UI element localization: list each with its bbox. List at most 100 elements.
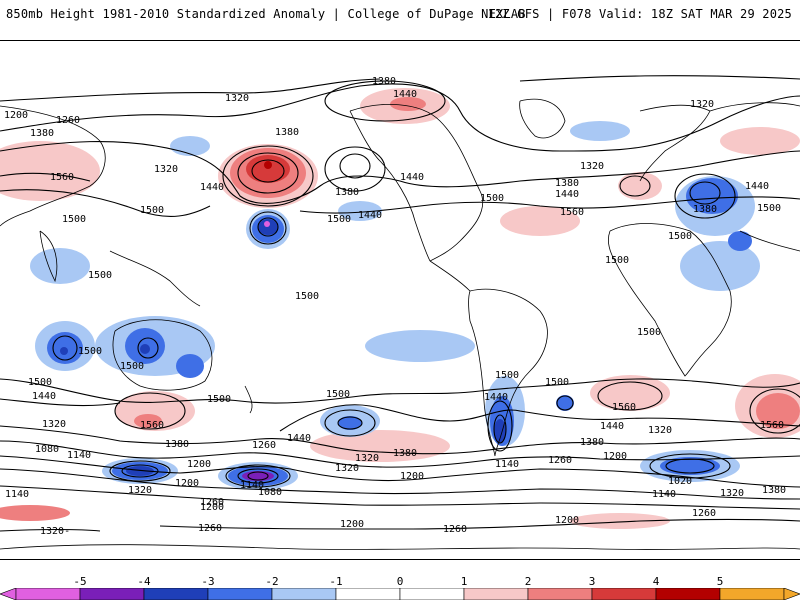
anomaly-pos-far-south-east-core (756, 393, 800, 429)
coast-antarctica (0, 544, 800, 550)
colorbar-tick-label: -4 (137, 575, 151, 588)
contour-label: 1320 (690, 99, 714, 110)
coast-north-america-west (349, 110, 431, 262)
colorbar-segment (591, 588, 657, 600)
anomaly-pos-atlantic (500, 206, 580, 236)
map-svg: 1380 1440 1320 1200 1260 1380 1380 1320 … (0, 75, 800, 550)
contour-label: 1500 (668, 231, 692, 242)
colorbar-tick-label: 0 (396, 575, 404, 588)
contour-ring-npac-2 (237, 152, 299, 194)
contour-ring-asia-2 (689, 181, 721, 205)
contour-label: 1500 (140, 205, 164, 216)
contour-label: 1500 (757, 203, 781, 214)
contour-label: 1440 (358, 210, 382, 221)
contour-label: 1140 (240, 480, 264, 491)
colorbar-segment (335, 588, 401, 600)
contour-1320-south (0, 440, 800, 468)
contour-ring-s-east-high (749, 388, 800, 434)
contour-ring-arctic (324, 80, 446, 122)
colorbar-tick-label: -1 (329, 575, 343, 588)
contour-label: 1200 (175, 478, 199, 489)
contour-label: 1320 (720, 488, 744, 499)
contour-ring-sam-low (487, 400, 513, 452)
coast-central-america (429, 260, 471, 292)
contour-1380-south (0, 425, 800, 455)
contour-label: 1260 (56, 115, 80, 126)
contour-label: 1500 (637, 327, 661, 338)
colorbar-arrow-low (0, 588, 17, 600)
anomaly-neg-pacific-low-3 (258, 219, 278, 235)
coastlines (0, 98, 800, 550)
contour-label: 1500 (545, 377, 569, 388)
colorbar-segment (463, 588, 529, 600)
anomaly-neg-australia-east (176, 354, 204, 378)
colorbar-tick-label: -5 (73, 575, 87, 588)
contour-label: 1560 (140, 420, 164, 431)
colorbar-arrow-high (783, 588, 800, 600)
anomaly-pos-south-bottom-left (0, 505, 70, 521)
contour-ring-s-atl-low (556, 395, 574, 411)
contour-label: 1320 (580, 161, 604, 172)
contour-ring-npac-1 (222, 145, 314, 207)
anomaly-shading (0, 88, 800, 529)
contour-label: 1320 (335, 463, 359, 474)
contour-label: 1320 (42, 419, 66, 430)
contour-label: 1260 (443, 524, 467, 535)
colorbar-tick-label: 3 (588, 575, 596, 588)
colorbar-tick-label: -2 (265, 575, 279, 588)
colorbar (0, 588, 800, 600)
anomaly-neg-southern-1-peak (126, 466, 154, 476)
coast-africa (608, 223, 732, 377)
contour-label: 1560 (612, 402, 636, 413)
contour-label: 1500 (495, 370, 519, 381)
contour-label: 1380 (762, 485, 786, 496)
contour-label: 1440 (484, 392, 508, 403)
contour-ring-s-indian-high (114, 392, 186, 430)
contour-label: 1260 (252, 440, 276, 451)
contour-ring-southern-2c (247, 471, 269, 481)
contour-ring-alaska-2 (339, 153, 371, 179)
contour-label: 1260 (198, 523, 222, 534)
anomaly-neg-southern-3-core (660, 457, 720, 475)
contour-label: 1080 (258, 487, 282, 498)
contour-ring-south-pac-b (337, 416, 363, 430)
contour-label: 1500 (120, 361, 144, 372)
colorbar-tick-label: 4 (652, 575, 660, 588)
contour-label: 1380 (555, 178, 579, 189)
contour-1440-south (0, 398, 800, 432)
contour-ring-southern-1b (121, 464, 159, 478)
height-contours (0, 75, 800, 532)
contour-ring-npac-3 (251, 159, 285, 183)
contour-label: 1500 (295, 291, 319, 302)
colorbar-segment (15, 588, 81, 600)
contour-label: 1380 (335, 187, 359, 198)
coast-north-america (349, 104, 484, 262)
contour-ring-southern-3 (649, 453, 731, 479)
contour-label: 1440 (287, 433, 311, 444)
contour-label: 1200 (200, 502, 224, 513)
contour-label: 1500 (78, 346, 102, 357)
contour-ring-alaska (324, 146, 386, 192)
anomaly-neg-south-atlantic (556, 395, 574, 411)
anomaly-neg-west-asia (30, 248, 90, 284)
anomaly-pos-south-pacific (310, 430, 450, 462)
contour-label: 1020 (668, 476, 692, 487)
anomaly-neg-north-atlantic (570, 121, 630, 141)
colorbar-segment (719, 588, 785, 600)
coast-south-america (468, 288, 548, 457)
colorbar-tick-label: -3 (201, 575, 215, 588)
contour-label: 1200 (187, 459, 211, 470)
contour-label: 1320 (154, 164, 178, 175)
contour-label: 1320 (648, 425, 672, 436)
contour-label: 1440 (600, 421, 624, 432)
colorbar-segment (399, 588, 465, 600)
map-title: 850mb Height 1981-2010 Standardized Anom… (6, 7, 526, 21)
anomaly-neg-australia-peak (140, 344, 150, 354)
contour-label: 1380 (372, 76, 396, 87)
contour-label: 1440 (400, 172, 424, 183)
anomaly-pos-west-asia (0, 141, 100, 201)
contour-label: 1140 (652, 489, 676, 500)
contour-ring-southern-2b (237, 468, 279, 484)
anomaly-neg-pacific-tropics (365, 330, 475, 362)
colorbar-tick-label: 1 (460, 575, 468, 588)
